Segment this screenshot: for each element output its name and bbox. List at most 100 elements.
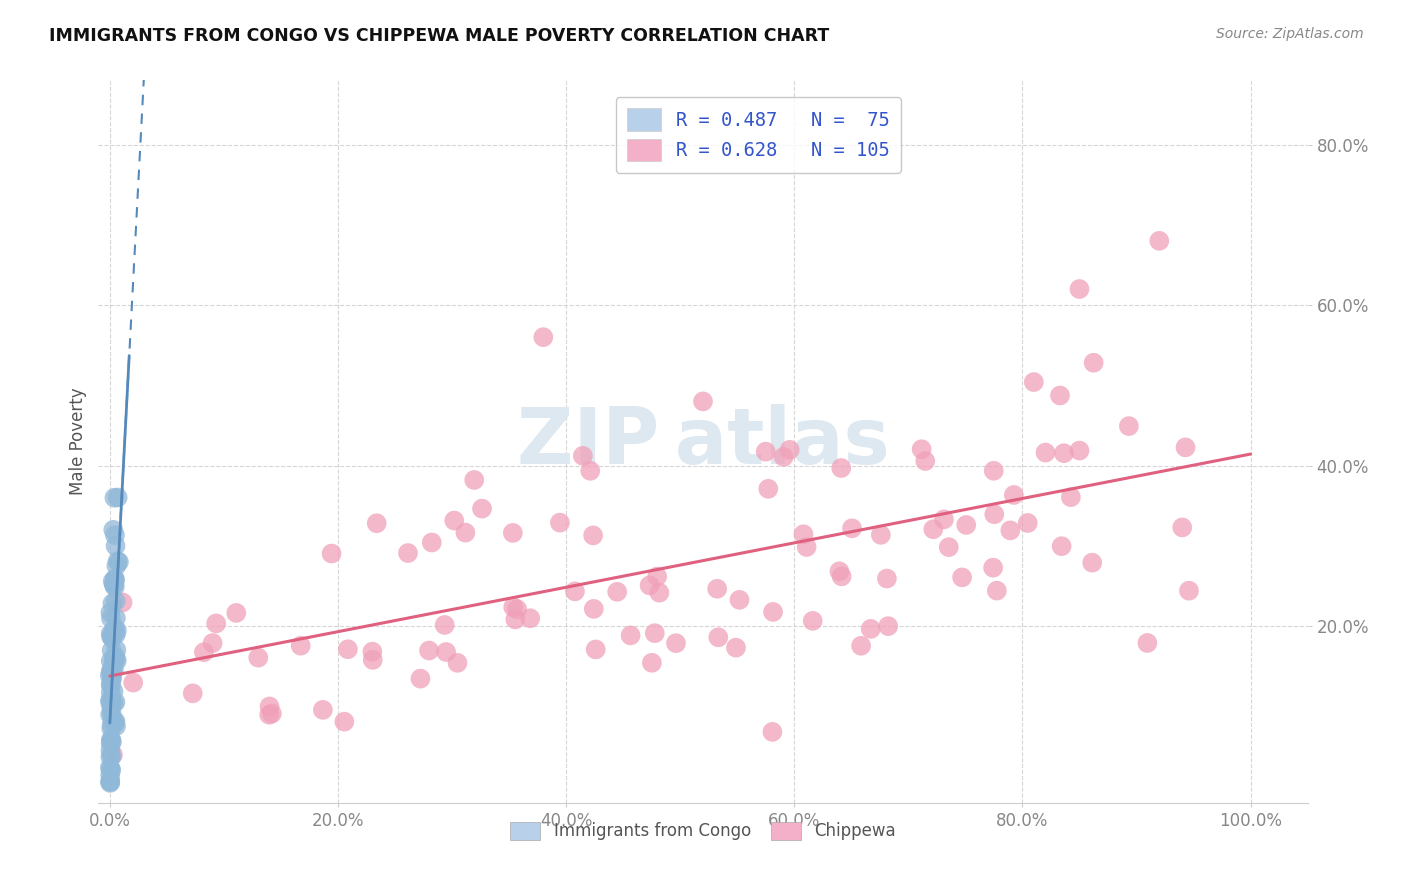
Point	[333, 714, 356, 729]
Point	[756, 482, 779, 496]
Point	[519, 611, 541, 625]
Point	[101, 596, 124, 610]
Point	[981, 560, 1004, 574]
Point	[641, 656, 664, 670]
Point	[443, 514, 465, 528]
Point	[582, 528, 605, 542]
Point	[98, 668, 121, 682]
Point	[100, 627, 122, 641]
Point	[105, 654, 128, 668]
Point	[502, 525, 524, 540]
Point	[911, 442, 934, 457]
Point	[582, 602, 605, 616]
Point	[648, 585, 671, 599]
Point	[101, 747, 124, 762]
Point	[100, 678, 122, 692]
Point	[257, 707, 280, 722]
Point	[103, 663, 125, 677]
Point	[104, 528, 127, 542]
Point	[531, 330, 554, 344]
Point	[433, 618, 456, 632]
Point	[100, 733, 122, 747]
Point	[104, 627, 127, 641]
Point	[801, 614, 824, 628]
Point	[104, 695, 127, 709]
Point	[579, 464, 602, 478]
Point	[225, 606, 247, 620]
Point	[986, 583, 1008, 598]
Point	[104, 572, 127, 586]
Point	[101, 574, 124, 589]
Point	[181, 686, 204, 700]
Point	[336, 642, 359, 657]
Point	[1017, 516, 1039, 530]
Point	[454, 525, 477, 540]
Point	[361, 653, 384, 667]
Point	[201, 636, 224, 650]
Point	[247, 650, 270, 665]
Point	[914, 454, 936, 468]
Point	[1178, 583, 1201, 598]
Y-axis label: Male Poverty: Male Poverty	[69, 388, 87, 495]
Point	[706, 582, 728, 596]
Point	[1083, 356, 1105, 370]
Point	[101, 735, 124, 749]
Text: Source: ZipAtlas.com: Source: ZipAtlas.com	[1216, 27, 1364, 41]
Point	[105, 558, 128, 573]
Point	[585, 642, 607, 657]
Point	[100, 736, 122, 750]
Point	[111, 595, 134, 609]
Point	[983, 508, 1005, 522]
Point	[98, 761, 121, 775]
Point	[950, 570, 973, 584]
Point	[98, 707, 121, 722]
Point	[707, 630, 730, 644]
Point	[983, 464, 1005, 478]
Text: IMMIGRANTS FROM CONGO VS CHIPPEWA MALE POVERTY CORRELATION CHART: IMMIGRANTS FROM CONGO VS CHIPPEWA MALE P…	[49, 27, 830, 45]
Point	[792, 527, 814, 541]
Point	[471, 501, 494, 516]
Point	[638, 578, 661, 592]
Point	[420, 535, 443, 549]
Point	[100, 717, 122, 731]
Point	[100, 663, 122, 677]
Point	[1174, 441, 1197, 455]
Point	[100, 699, 122, 714]
Point	[728, 592, 751, 607]
Point	[396, 546, 419, 560]
Point	[876, 572, 898, 586]
Point	[1053, 446, 1076, 460]
Point	[446, 656, 468, 670]
Point	[1050, 539, 1073, 553]
Point	[205, 616, 228, 631]
Point	[100, 606, 122, 620]
Point	[100, 654, 122, 668]
Point	[1060, 490, 1083, 504]
Point	[98, 693, 121, 707]
Point	[619, 628, 641, 642]
Point	[103, 656, 125, 670]
Point	[644, 626, 666, 640]
Point	[98, 774, 121, 789]
Point	[100, 630, 122, 644]
Point	[1000, 524, 1022, 538]
Point	[955, 517, 977, 532]
Point	[104, 611, 127, 625]
Point	[104, 714, 127, 729]
Legend: Immigrants from Congo, Chippewa: Immigrants from Congo, Chippewa	[502, 814, 904, 848]
Point	[100, 749, 122, 764]
Point	[98, 768, 121, 782]
Point	[502, 600, 524, 615]
Point	[1002, 488, 1025, 502]
Point	[692, 394, 714, 409]
Point	[312, 703, 335, 717]
Point	[101, 672, 124, 686]
Point	[101, 630, 124, 644]
Point	[100, 672, 122, 686]
Point	[103, 696, 125, 710]
Point	[724, 640, 747, 655]
Point	[1035, 445, 1057, 459]
Point	[290, 639, 312, 653]
Point	[105, 624, 128, 638]
Point	[98, 695, 121, 709]
